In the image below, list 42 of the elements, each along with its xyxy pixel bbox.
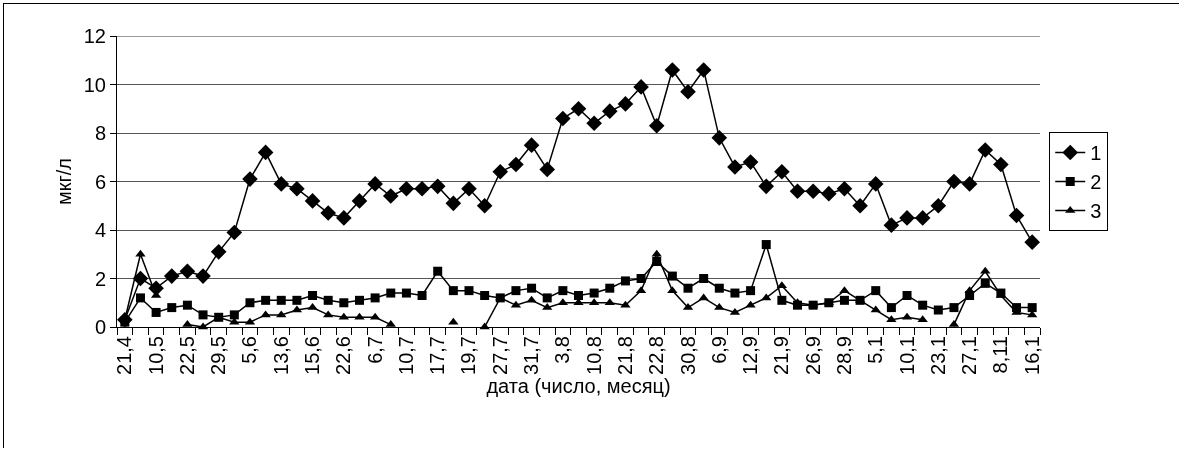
x-tick-label: 22,6 xyxy=(332,336,355,375)
x-tick-label: 10,1 xyxy=(895,336,918,375)
x-tick-label: 12,9 xyxy=(739,336,762,375)
y-tick-label: 8 xyxy=(94,122,106,144)
x-tick-label: 21,4 xyxy=(113,336,136,375)
x-tick-label: 15,6 xyxy=(301,336,324,375)
x-tick-label: 21,8 xyxy=(613,336,636,375)
x-tick-label: 6,7 xyxy=(363,336,386,364)
x-tick-label: 30,8 xyxy=(676,336,699,375)
y-tick-label: 2 xyxy=(94,267,106,290)
y-tick-label: 4 xyxy=(94,219,106,241)
x-tick-label: 13,6 xyxy=(269,336,292,375)
legend-label: 3 xyxy=(1090,200,1102,223)
y-tick-label: 10 xyxy=(83,73,106,96)
x-tick-label: 19,7 xyxy=(457,336,480,375)
x-tick-label: 3,8 xyxy=(551,336,574,364)
y-tick-label: 12 xyxy=(83,25,106,47)
x-tick-label: 28,9 xyxy=(832,336,855,375)
x-tick-label: 26,9 xyxy=(801,336,824,375)
x-tick-label: 10,7 xyxy=(394,336,417,375)
x-tick-label: 16,1 xyxy=(1020,336,1043,375)
x-tick-label: 6,9 xyxy=(707,336,730,364)
x-tick-label: 8,11 xyxy=(989,336,1012,374)
x-tick-label: 22,5 xyxy=(175,336,198,375)
x-tick-label: 10,8 xyxy=(582,336,605,375)
y-tick-label: 0 xyxy=(94,316,106,338)
x-tick-label: 31,7 xyxy=(520,336,543,375)
x-axis-title: дата (число, месяц) xyxy=(486,374,671,397)
x-tick-label: 10,5 xyxy=(144,336,167,375)
y-axis-title: мкг/л xyxy=(53,157,76,206)
x-tick-label: 22,8 xyxy=(645,336,668,375)
x-tick-label: 27,7 xyxy=(488,336,511,375)
x-tick-label: 27,1 xyxy=(958,336,981,375)
legend-label: 1 xyxy=(1090,142,1102,165)
legend-label: 2 xyxy=(1090,171,1102,194)
x-tick-label: 21,9 xyxy=(770,336,793,375)
x-tick-label: 5,6 xyxy=(238,336,261,364)
y-tick-label: 6 xyxy=(94,170,106,193)
x-tick-label: 29,5 xyxy=(207,336,230,375)
x-tick-label: 23,1 xyxy=(926,336,949,375)
x-tick-label: 5,1 xyxy=(864,336,887,364)
x-tick-label: 17,7 xyxy=(426,336,449,375)
